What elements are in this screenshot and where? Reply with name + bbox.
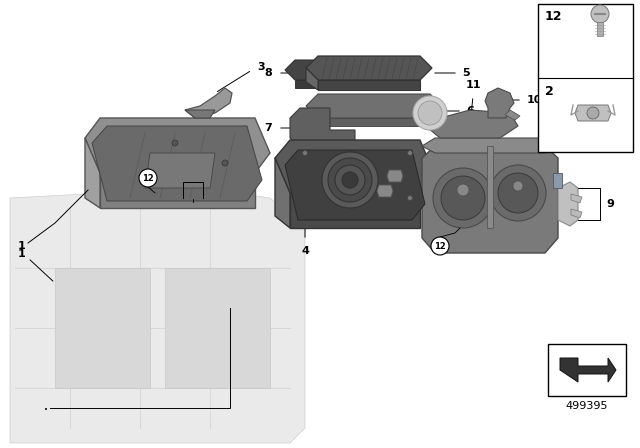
Polygon shape — [92, 126, 262, 201]
Polygon shape — [306, 68, 318, 90]
Circle shape — [591, 5, 609, 23]
Polygon shape — [318, 118, 430, 126]
Polygon shape — [145, 153, 215, 188]
Text: 10: 10 — [527, 95, 542, 105]
Circle shape — [408, 151, 413, 155]
FancyBboxPatch shape — [538, 4, 633, 152]
Polygon shape — [387, 170, 403, 182]
Text: 12: 12 — [434, 241, 446, 250]
Polygon shape — [428, 110, 518, 138]
Polygon shape — [571, 209, 582, 218]
Polygon shape — [85, 118, 270, 173]
Text: 2: 2 — [545, 85, 554, 98]
Circle shape — [431, 237, 449, 255]
Circle shape — [513, 181, 523, 191]
Polygon shape — [185, 110, 215, 118]
Polygon shape — [55, 268, 150, 388]
Text: 9: 9 — [606, 199, 614, 209]
Polygon shape — [275, 158, 290, 228]
Text: 12: 12 — [142, 173, 154, 182]
Circle shape — [408, 195, 413, 201]
Circle shape — [172, 140, 178, 146]
Circle shape — [335, 165, 365, 195]
Polygon shape — [295, 80, 365, 88]
Circle shape — [222, 160, 228, 166]
Circle shape — [498, 173, 538, 213]
Polygon shape — [285, 150, 425, 220]
Polygon shape — [285, 60, 375, 80]
Polygon shape — [487, 146, 493, 228]
Polygon shape — [306, 94, 442, 118]
Text: 7: 7 — [264, 123, 272, 133]
Polygon shape — [290, 193, 420, 228]
Polygon shape — [553, 173, 562, 188]
Polygon shape — [318, 80, 420, 90]
Polygon shape — [560, 358, 616, 382]
Circle shape — [328, 158, 372, 202]
FancyBboxPatch shape — [548, 344, 626, 396]
Circle shape — [303, 151, 307, 155]
Text: 2: 2 — [189, 201, 196, 211]
Circle shape — [587, 107, 599, 119]
Polygon shape — [575, 105, 611, 121]
Circle shape — [342, 172, 358, 188]
Circle shape — [139, 169, 157, 187]
Text: 4: 4 — [301, 246, 309, 256]
Circle shape — [490, 165, 546, 221]
Text: 8: 8 — [264, 68, 272, 78]
Text: 6: 6 — [466, 106, 474, 116]
Text: 11: 11 — [465, 80, 481, 90]
Circle shape — [441, 176, 485, 220]
Polygon shape — [422, 138, 558, 153]
Polygon shape — [558, 182, 578, 226]
Circle shape — [418, 101, 442, 125]
Polygon shape — [422, 146, 558, 253]
Text: 12: 12 — [545, 9, 563, 22]
Polygon shape — [85, 138, 100, 208]
Circle shape — [322, 152, 378, 208]
Text: 1: 1 — [18, 241, 26, 251]
Text: 5: 5 — [462, 68, 470, 78]
Polygon shape — [290, 108, 355, 148]
Polygon shape — [275, 140, 435, 193]
Circle shape — [413, 96, 447, 130]
Polygon shape — [100, 173, 255, 208]
Polygon shape — [505, 110, 520, 120]
Polygon shape — [306, 56, 432, 80]
Circle shape — [433, 168, 493, 228]
Polygon shape — [10, 188, 305, 443]
Polygon shape — [485, 88, 514, 118]
Polygon shape — [571, 194, 582, 203]
Circle shape — [457, 184, 469, 196]
Text: 499395: 499395 — [566, 401, 608, 411]
Text: 3: 3 — [257, 62, 264, 72]
Polygon shape — [185, 88, 232, 118]
Polygon shape — [377, 185, 393, 197]
Polygon shape — [165, 268, 270, 388]
Text: •: • — [44, 407, 48, 413]
Polygon shape — [597, 22, 603, 36]
Text: 1: 1 — [18, 249, 26, 259]
